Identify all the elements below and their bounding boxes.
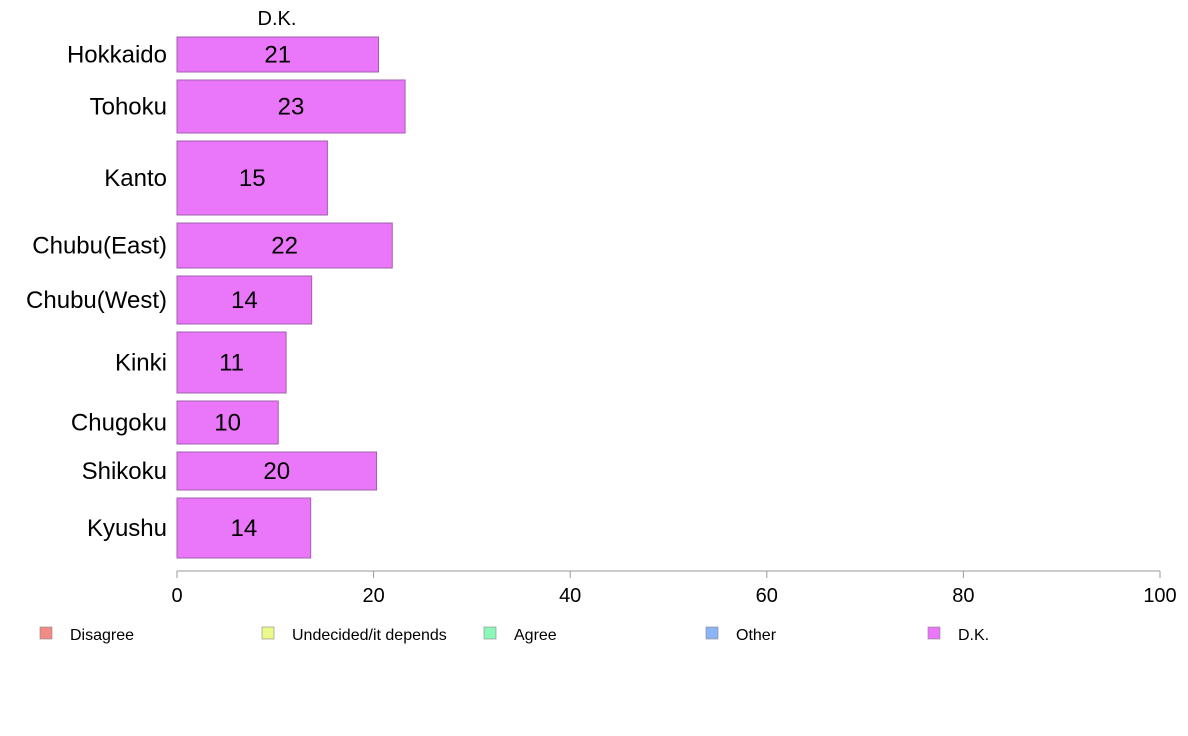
- x-tick-label: 40: [559, 585, 581, 607]
- x-tick-label: 20: [362, 585, 384, 607]
- bar: [176, 331, 287, 394]
- data-label: 23: [278, 94, 305, 121]
- x-tick-label: 80: [952, 585, 974, 607]
- bar: [176, 140, 328, 216]
- category-label: Shikoku: [82, 458, 167, 485]
- category-label: Hokkaido: [67, 42, 167, 69]
- legend-label: Disagree: [70, 627, 134, 644]
- data-label: 14: [231, 287, 258, 314]
- data-label: 11: [219, 350, 244, 377]
- x-tick-label: 60: [756, 585, 778, 607]
- legend-label: Agree: [514, 627, 557, 644]
- legend-swatch: [705, 626, 719, 640]
- bar: [176, 222, 393, 269]
- data-label: 15: [239, 165, 266, 192]
- category-label: Chugoku: [71, 410, 167, 437]
- data-label: 14: [230, 515, 257, 542]
- bar: [176, 275, 313, 325]
- x-tick-label: 0: [171, 585, 182, 607]
- data-label: 10: [214, 410, 241, 437]
- legend-label: Other: [736, 627, 777, 644]
- legend-swatch: [483, 626, 497, 640]
- bar: [176, 451, 378, 491]
- category-label: Kinki: [115, 350, 167, 377]
- legend-label: Undecided/it depends: [292, 627, 447, 644]
- series-header: D.K.: [258, 8, 297, 30]
- legend-swatch: [39, 626, 53, 640]
- bar: [176, 79, 406, 134]
- legend-swatch: [261, 626, 275, 640]
- x-tick-label: 100: [1143, 585, 1176, 607]
- category-label: Kanto: [104, 165, 167, 192]
- category-label: Tohoku: [90, 94, 167, 121]
- data-label: 21: [264, 42, 291, 69]
- bars-group: Hokkaido 21 Tohoku 23 Kanto 15 Chubu(East) 22 Ch…: [26, 36, 406, 559]
- category-label: Chubu(East): [32, 233, 167, 260]
- data-label: 22: [271, 233, 298, 260]
- category-label: Kyushu: [87, 515, 167, 542]
- legend-swatch: [927, 626, 941, 640]
- x-axis: 0 20 40 60 80 100: [171, 570, 1177, 607]
- legend: Disagree Undecided/it depends Agree Other D.…: [39, 626, 989, 644]
- data-label: 20: [263, 458, 290, 485]
- category-label: Chubu(West): [26, 287, 167, 314]
- bar: [176, 36, 380, 73]
- legend-label: D.K.: [958, 627, 989, 644]
- bar: [176, 400, 279, 445]
- bar: [176, 497, 312, 559]
